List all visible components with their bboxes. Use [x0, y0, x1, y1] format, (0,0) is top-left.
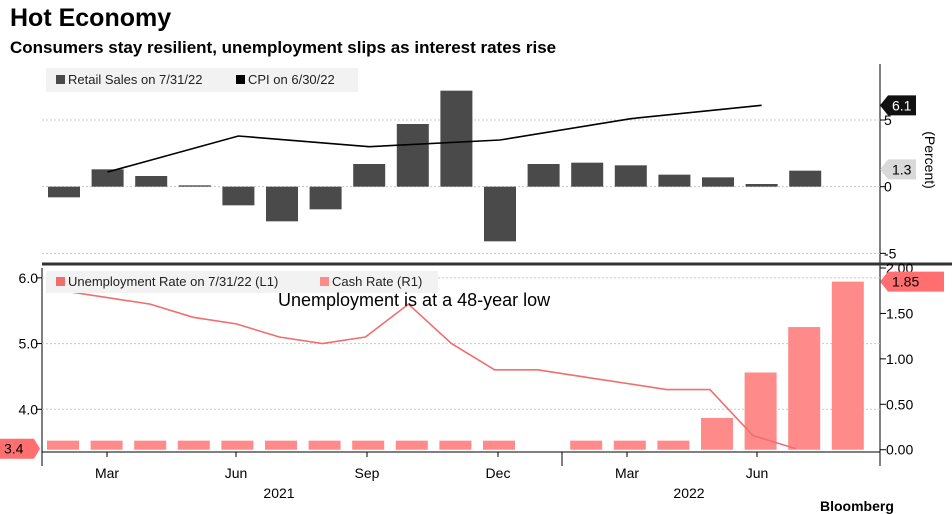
right-end-label: 1.85: [892, 274, 919, 290]
bottom-legend-box: [46, 271, 438, 293]
unemployment-line: [63, 290, 797, 450]
x-tick-label: Jun: [225, 465, 248, 481]
chart-subtitle: Consumers stay resilient, unemployment s…: [10, 38, 557, 57]
retail-sales-bar: [440, 90, 473, 187]
retail-sales-bar: [614, 165, 647, 187]
x-tick-label: Mar: [615, 465, 639, 481]
x-tick-label: Dec: [486, 465, 511, 481]
cash-rate-bar: [570, 440, 603, 450]
retail-sales-bar: [91, 169, 124, 187]
top-end-label-bg: [880, 159, 916, 180]
year-label: 2021: [263, 485, 294, 501]
retail-sales-bar: [702, 177, 734, 187]
right-end-label-bg: [880, 271, 944, 292]
right-tick-label: 1.50: [886, 305, 913, 321]
cpi-line: [107, 104, 762, 173]
legend-label-cash: Cash Rate (R1): [332, 274, 422, 289]
retail-sales-bar: [309, 186, 342, 210]
cash-rate-bar: [788, 327, 821, 450]
retail-sales-bar: [178, 185, 211, 187]
cash-rate-bar: [221, 440, 254, 450]
cash-rate-bar: [352, 440, 385, 450]
retail-sales-bar: [484, 186, 516, 242]
chart-title: Hot Economy: [10, 4, 172, 32]
top-axis-title: (Percent): [922, 131, 938, 189]
top-end-label: 6.1: [892, 97, 912, 113]
left-tick-label: 5.0: [19, 336, 39, 352]
year-label: 2022: [673, 485, 704, 501]
x-tick-label: Sep: [355, 465, 380, 481]
top-tick-label: -5: [884, 245, 897, 261]
legend-swatch-retail: [56, 75, 65, 84]
retail-sales-bar: [658, 174, 691, 187]
left-tick-label: 4.0: [19, 401, 39, 417]
chart-annotation: Unemployment is at a 48-year low: [278, 290, 551, 310]
legend-swatch-cash: [320, 277, 329, 286]
left-end-label-bg: [0, 438, 40, 459]
cash-rate-bar: [831, 281, 864, 450]
top-end-label-bg: [880, 95, 916, 116]
legend-swatch-unemployment: [56, 277, 65, 286]
retail-sales-bar: [353, 164, 386, 187]
cash-rate-bar: [439, 440, 472, 450]
legend-swatch-cpi: [236, 75, 245, 84]
right-tick-label: 0.50: [886, 396, 913, 412]
top-legend-box: [46, 68, 358, 92]
cash-rate-bar: [395, 440, 428, 450]
cash-rate-bar: [90, 440, 123, 450]
cash-rate-bar: [177, 440, 210, 450]
retail-sales-bar: [571, 162, 604, 187]
top-tick-label: 5: [884, 112, 892, 128]
cash-rate-bar: [744, 372, 777, 450]
legend-label-retail: Retail Sales on 7/31/22: [68, 72, 202, 87]
x-tick-label: Mar: [95, 465, 119, 481]
right-tick-label: 0.00: [886, 442, 913, 458]
retail-sales-bar: [135, 176, 168, 187]
retail-sales-bar: [48, 186, 80, 198]
cash-rate-bar: [47, 440, 79, 450]
top-end-label: 1.3: [892, 161, 912, 177]
left-tick-label: 6.0: [19, 270, 39, 286]
legend-label-unemployment: Unemployment Rate on 7/31/22 (L1): [68, 274, 278, 289]
legend-label-cpi: CPI on 6/30/22: [248, 72, 335, 87]
retail-sales-bar: [745, 184, 778, 187]
cash-rate-bar: [483, 440, 515, 450]
retail-sales-bar: [527, 164, 560, 187]
top-tick-label: 0: [884, 179, 892, 195]
cash-rate-bar: [613, 440, 646, 450]
right-tick-label: 1.00: [886, 351, 913, 367]
cash-rate-bar: [701, 417, 733, 450]
cash-rate-bar: [657, 440, 690, 450]
retail-sales-bar: [266, 186, 298, 222]
retail-sales-bar: [789, 170, 822, 187]
x-tick-label: Jun: [746, 465, 769, 481]
left-end-label: 3.4: [4, 441, 24, 457]
cash-rate-bar: [134, 440, 167, 450]
source-brand: Bloomberg: [820, 498, 894, 514]
retail-sales-bar: [396, 124, 429, 187]
cash-rate-bar: [265, 440, 297, 450]
retail-sales-bar: [222, 186, 255, 206]
cash-rate-bar: [308, 440, 341, 450]
